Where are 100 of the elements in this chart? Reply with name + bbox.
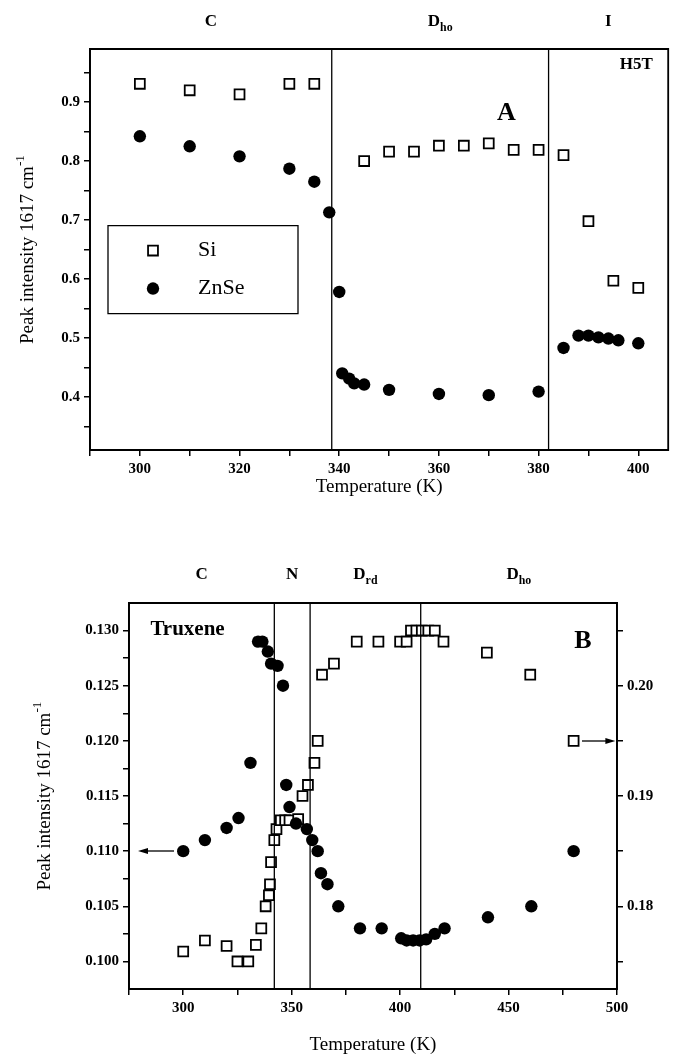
y-tick-label: 0.125 — [85, 676, 119, 693]
point — [333, 285, 346, 299]
point — [353, 922, 367, 935]
annotation: B — [574, 625, 592, 655]
point — [283, 162, 296, 175]
point — [311, 735, 324, 747]
point — [199, 934, 211, 947]
point — [255, 922, 268, 935]
y-tick-label: 0.130 — [85, 621, 119, 638]
point — [482, 137, 495, 150]
y-tick-label: 0.7 — [61, 210, 81, 227]
point — [183, 84, 196, 97]
legend-label: ZnSe — [198, 274, 245, 300]
point — [268, 834, 281, 846]
point — [383, 145, 395, 158]
point — [433, 139, 445, 152]
x-tick-label: 380 — [527, 459, 550, 476]
point — [437, 635, 450, 648]
point — [233, 88, 246, 101]
point — [372, 635, 385, 648]
point — [481, 911, 495, 924]
point — [232, 811, 245, 825]
point — [567, 735, 580, 747]
point — [220, 940, 233, 952]
point — [314, 867, 328, 880]
point — [263, 889, 275, 902]
point — [332, 900, 345, 913]
y-tick-label: 0.100 — [85, 952, 119, 969]
point — [311, 844, 324, 858]
point — [582, 329, 595, 342]
point — [233, 150, 246, 163]
point — [296, 790, 309, 802]
point — [532, 385, 545, 398]
point — [308, 175, 321, 188]
text: C — [204, 11, 218, 31]
x-tick-label: 500 — [605, 998, 629, 1015]
point — [259, 900, 272, 913]
point — [567, 844, 580, 858]
point — [557, 341, 570, 355]
point — [316, 668, 328, 681]
point — [283, 800, 296, 814]
point — [177, 844, 190, 858]
y-tick-label: 0.115 — [86, 786, 119, 803]
point — [134, 77, 146, 90]
x-tick-label: 350 — [280, 998, 303, 1015]
x-tick-label: 300 — [128, 459, 152, 476]
text: I — [605, 11, 613, 31]
x-tick-label: 340 — [327, 459, 351, 476]
point — [432, 387, 446, 401]
y-tick-label: 0.120 — [85, 731, 119, 748]
x-tick-label: 400 — [627, 459, 650, 476]
point — [283, 77, 296, 90]
point — [612, 334, 625, 347]
point — [482, 388, 495, 402]
annotation: Truxene — [150, 616, 225, 641]
y-tick-label: 0.9 — [61, 92, 80, 109]
y-axis-title: Peak intensity 1617 cm-1 — [28, 701, 54, 891]
point — [428, 927, 442, 941]
text: N — [286, 564, 300, 584]
y-tick-label: 0.6 — [61, 269, 81, 286]
text: C — [195, 564, 208, 584]
point — [242, 955, 255, 968]
point — [632, 337, 645, 350]
point — [220, 821, 233, 835]
point — [525, 900, 538, 913]
point — [357, 378, 371, 391]
y-tick-label: 0.4 — [61, 387, 81, 404]
point — [358, 155, 370, 167]
point — [382, 383, 396, 397]
point — [133, 130, 147, 143]
point — [328, 657, 340, 670]
y2-tick-label: 0.18 — [627, 897, 654, 914]
point — [308, 77, 321, 90]
point — [607, 274, 620, 287]
point — [507, 143, 520, 156]
legend-label: Si — [198, 236, 217, 262]
point — [428, 624, 441, 637]
x-axis-title: Temperature (K) — [315, 474, 443, 497]
point — [289, 817, 303, 830]
point — [198, 833, 212, 847]
point — [350, 635, 363, 648]
point — [321, 878, 334, 891]
point — [400, 635, 413, 648]
x-tick-label: 300 — [171, 998, 195, 1015]
point — [582, 215, 595, 228]
x-tick-label: 360 — [427, 459, 451, 476]
y2-tick-label: 0.19 — [627, 786, 654, 803]
y-tick-label: 0.105 — [85, 897, 119, 914]
point — [481, 646, 493, 659]
point — [280, 778, 293, 792]
x-tick-label: 320 — [228, 459, 251, 476]
y-axis-title: Peak intensity 1617 cm-1 — [11, 155, 37, 344]
x-axis-title: Temperature (K) — [309, 1032, 437, 1055]
point — [532, 143, 545, 156]
x-tick-label: 450 — [497, 998, 520, 1015]
point — [183, 140, 196, 153]
point — [261, 645, 275, 658]
point — [408, 145, 420, 158]
y-tick-label: 0.110 — [86, 842, 119, 859]
point — [250, 939, 262, 951]
